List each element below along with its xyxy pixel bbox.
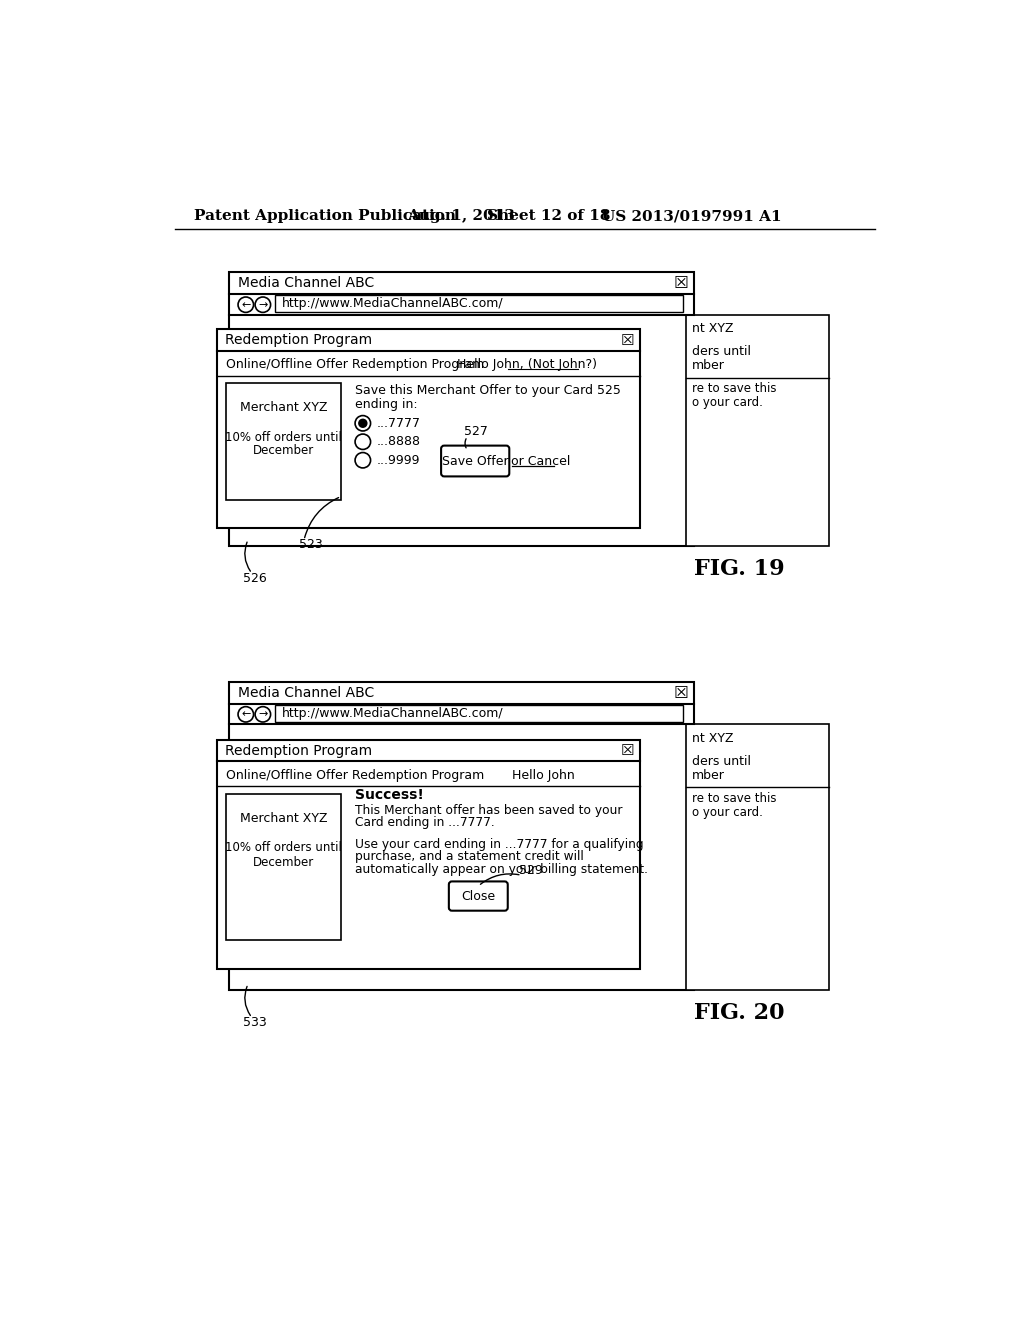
- FancyBboxPatch shape: [449, 882, 508, 911]
- Text: ending in:: ending in:: [355, 399, 418, 412]
- FancyBboxPatch shape: [217, 739, 640, 969]
- Text: ...7777: ...7777: [377, 417, 421, 430]
- FancyBboxPatch shape: [226, 793, 341, 940]
- Text: 525: 525: [597, 384, 621, 397]
- Text: December: December: [253, 445, 314, 458]
- FancyBboxPatch shape: [217, 330, 640, 528]
- Text: ders until: ders until: [692, 345, 752, 358]
- Text: nt XYZ: nt XYZ: [692, 731, 734, 744]
- Text: 529: 529: [518, 865, 543, 878]
- FancyBboxPatch shape: [228, 682, 693, 990]
- Text: ←: ←: [241, 300, 251, 310]
- Text: ...8888: ...8888: [377, 436, 421, 449]
- Text: Media Channel ABC: Media Channel ABC: [238, 276, 375, 290]
- Text: 526: 526: [243, 572, 266, 585]
- FancyBboxPatch shape: [275, 705, 683, 722]
- Text: Sheet 12 of 18: Sheet 12 of 18: [486, 209, 610, 223]
- Text: 527: 527: [464, 425, 487, 438]
- Text: FIG. 19: FIG. 19: [693, 558, 784, 579]
- Text: Close: Close: [461, 890, 496, 903]
- Text: December: December: [253, 857, 314, 870]
- Text: mber: mber: [692, 768, 725, 781]
- Text: Aug. 1, 2013: Aug. 1, 2013: [407, 209, 515, 223]
- Circle shape: [355, 434, 371, 449]
- Circle shape: [355, 453, 371, 469]
- Text: 523: 523: [299, 539, 323, 552]
- Circle shape: [238, 706, 254, 722]
- FancyBboxPatch shape: [226, 383, 341, 500]
- Text: mber: mber: [692, 359, 725, 372]
- Text: http://www.MediaChannelABC.com/: http://www.MediaChannelABC.com/: [282, 708, 503, 721]
- Text: re to save this: re to save this: [692, 792, 776, 805]
- Text: FIG. 20: FIG. 20: [693, 1002, 784, 1024]
- Text: nt XYZ: nt XYZ: [692, 322, 734, 335]
- Text: Online/Offline Offer Redemption Program: Online/Offline Offer Redemption Program: [226, 358, 484, 371]
- FancyBboxPatch shape: [686, 314, 829, 545]
- FancyBboxPatch shape: [275, 296, 683, 313]
- Circle shape: [359, 420, 367, 428]
- Text: o your card.: o your card.: [692, 805, 763, 818]
- Text: o your card.: o your card.: [692, 396, 763, 409]
- Text: automatically appear on your billing statement.: automatically appear on your billing sta…: [355, 862, 648, 875]
- Text: ☒: ☒: [674, 684, 689, 702]
- Text: Save Offer: Save Offer: [442, 454, 509, 467]
- Circle shape: [255, 297, 270, 313]
- Text: ←: ←: [241, 709, 251, 719]
- Text: or Cancel: or Cancel: [511, 454, 570, 467]
- Text: Online/Offline Offer Redemption Program: Online/Offline Offer Redemption Program: [226, 768, 484, 781]
- Text: This Merchant offer has been saved to your: This Merchant offer has been saved to yo…: [355, 804, 623, 817]
- Text: 10% off orders until: 10% off orders until: [225, 430, 342, 444]
- Circle shape: [238, 297, 254, 313]
- Text: http://www.MediaChannelABC.com/: http://www.MediaChannelABC.com/: [282, 297, 503, 310]
- Text: Use your card ending in ...7777 for a qualifying: Use your card ending in ...7777 for a qu…: [355, 838, 644, 851]
- Text: US 2013/0197991 A1: US 2013/0197991 A1: [602, 209, 782, 223]
- Text: Media Channel ABC: Media Channel ABC: [238, 686, 375, 700]
- Text: ☒: ☒: [674, 275, 689, 292]
- Circle shape: [255, 706, 270, 722]
- Text: 10% off orders until: 10% off orders until: [225, 841, 342, 854]
- FancyBboxPatch shape: [441, 446, 509, 477]
- Circle shape: [355, 416, 371, 432]
- Text: Redemption Program: Redemption Program: [225, 743, 372, 758]
- Text: Save this Merchant Offer to your Card: Save this Merchant Offer to your Card: [355, 384, 593, 397]
- Text: Merchant XYZ: Merchant XYZ: [240, 401, 328, 414]
- Text: Redemption Program: Redemption Program: [225, 333, 372, 347]
- FancyBboxPatch shape: [686, 725, 829, 990]
- Text: →: →: [258, 300, 267, 310]
- Text: Patent Application Publication: Patent Application Publication: [194, 209, 456, 223]
- Text: Card ending in ...7777.: Card ending in ...7777.: [355, 816, 495, 829]
- Text: Hello John: Hello John: [512, 768, 574, 781]
- Text: purchase, and a statement credit will: purchase, and a statement credit will: [355, 850, 584, 863]
- FancyBboxPatch shape: [228, 272, 693, 545]
- Text: ☒: ☒: [621, 743, 634, 758]
- Text: ☒: ☒: [621, 333, 634, 347]
- Text: ders until: ders until: [692, 755, 752, 768]
- Text: re to save this: re to save this: [692, 381, 776, 395]
- Text: →: →: [258, 709, 267, 719]
- Text: ...9999: ...9999: [377, 454, 420, 467]
- Text: 533: 533: [243, 1016, 266, 1028]
- Text: Hello John, (Not John?): Hello John, (Not John?): [458, 358, 597, 371]
- Text: Success!: Success!: [355, 788, 424, 803]
- Text: Merchant XYZ: Merchant XYZ: [240, 812, 328, 825]
